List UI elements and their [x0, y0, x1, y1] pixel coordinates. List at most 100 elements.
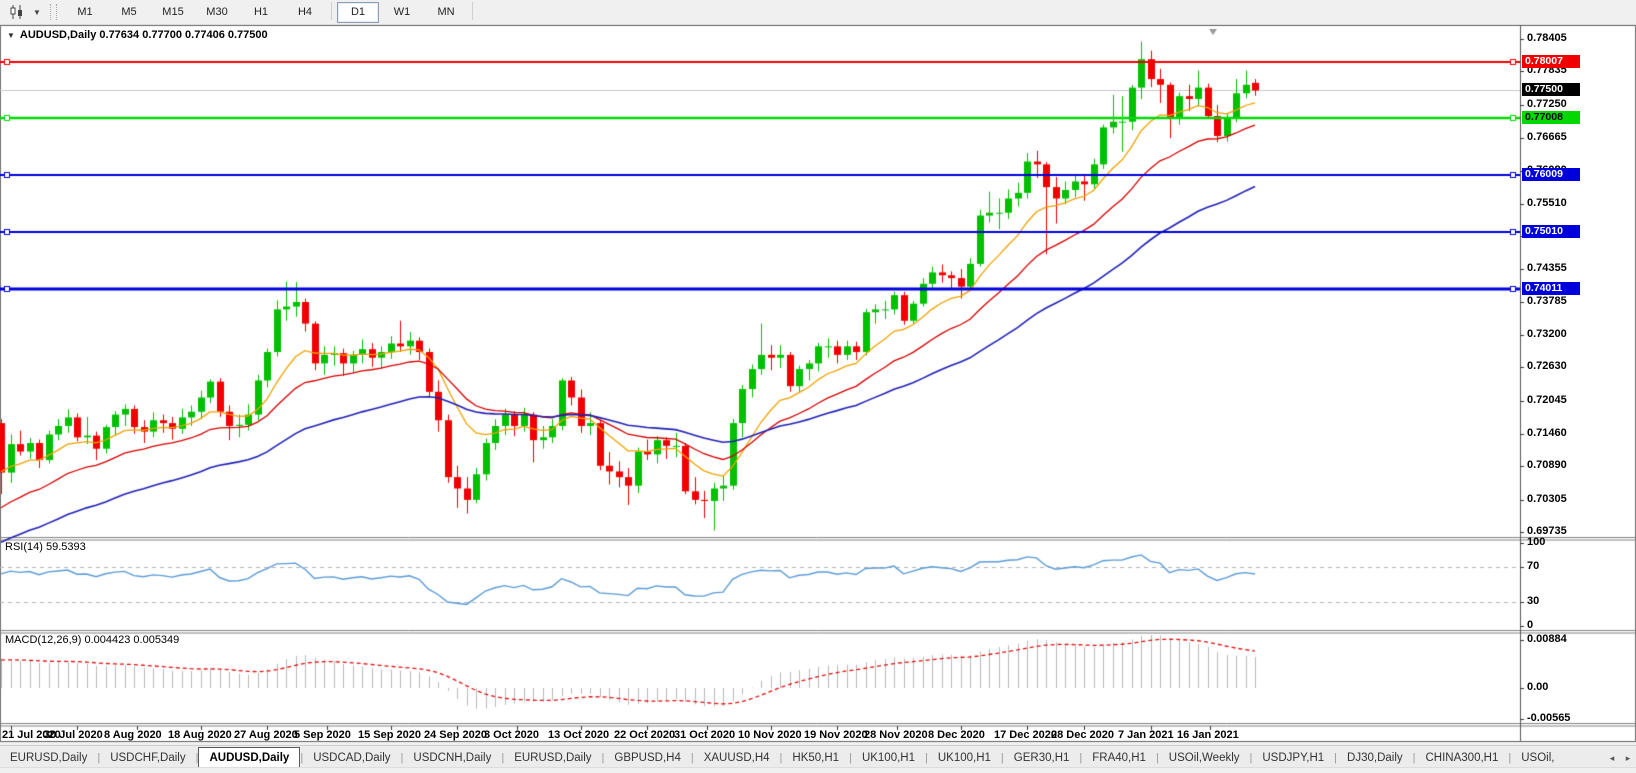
date-label: 24 Sep 2020	[424, 729, 487, 741]
symbol-tab-usdjpy-h1[interactable]: USDJPY,H1	[1262, 752, 1325, 764]
symbol-tab-usoil-[interactable]: USOil,	[1521, 752, 1555, 764]
ohlc-high: 0.77700	[142, 29, 182, 41]
tab-separator: |	[849, 752, 852, 764]
macd-tick-label: 0.00884	[1527, 633, 1567, 645]
date-label: 19 Nov 2020	[804, 729, 868, 741]
tab-scroll-controls: ◂ ▸	[1604, 748, 1636, 768]
date-label: 18 Aug 2020	[168, 729, 232, 741]
date-label: 10 Nov 2020	[738, 729, 802, 741]
date-label: 27 Aug 2020	[234, 729, 298, 741]
chart-symbol: AUDUSD,Daily	[19, 29, 97, 41]
toolbar-separator	[331, 1, 332, 20]
scroll-right-icon[interactable]: ▸	[1625, 752, 1631, 763]
timeframe-button-m5[interactable]: M5	[121, 5, 137, 18]
symbol-tabs-bar: EURUSD,Daily | USDCHF,Daily | AUDUSD,Daily | U…	[0, 745, 1636, 768]
price-tick-label: 0.71460	[1527, 427, 1567, 439]
hline-price-badge[interactable]: 0.74011	[1522, 282, 1580, 295]
tab-separator: |	[1508, 752, 1512, 764]
date-label: 5 Sep 2020	[294, 729, 351, 741]
scroll-left-icon[interactable]: ◂	[1609, 752, 1615, 763]
symbol-tab-usdcnh-daily[interactable]: USDCNH,Daily	[413, 752, 492, 764]
symbol-tab-uk100-h1[interactable]: UK100,H1	[861, 752, 915, 764]
hline-price-badge[interactable]: 0.76009	[1522, 168, 1580, 181]
timeframe-button-mn[interactable]: MN	[437, 5, 455, 18]
hline-price-badge[interactable]: 0.75010	[1522, 225, 1580, 238]
timeframe-toolbar: ▼ M1 M5 M15 M30 H1 H4 D1 W1 MN	[0, 0, 1636, 25]
timeframe-button-m1[interactable]: M1	[77, 5, 93, 18]
price-tick-label: 0.75510	[1527, 197, 1567, 209]
date-label: 21 Jul 2020	[2, 729, 61, 741]
rsi-label: RSI(14) 59.5393	[5, 541, 86, 553]
price-tick-label: 0.70890	[1527, 459, 1567, 471]
current-price-badge[interactable]: 0.77500	[1522, 83, 1580, 96]
symbol-tab-hk50-h1[interactable]: HK50,H1	[792, 752, 840, 764]
tab-separator: |	[97, 752, 101, 764]
symbol-tab-usdcad-daily[interactable]: USDCAD,Daily	[313, 752, 391, 764]
tab-separator: |	[1155, 752, 1159, 764]
tab-separator: |	[1000, 752, 1004, 764]
chart-title: ▼ AUDUSD,Daily 0.77634 0.77700 0.77406 0.…	[7, 29, 268, 41]
symbol-tab-eurusd-daily[interactable]: EURUSD,Daily	[514, 752, 592, 764]
collapse-icon[interactable]: ▼	[7, 31, 15, 40]
tab-separator: |	[400, 752, 404, 764]
candlestick-chart-icon[interactable]	[4, 2, 30, 22]
timeframe-buttons: M1 M5 M15 M30 H1 H4 D1 W1 MN	[63, 1, 477, 23]
date-label: 13 Oct 2020	[548, 729, 610, 741]
symbol-tab-ger30-h1[interactable]: GER30,H1	[1013, 752, 1070, 764]
ohlc-close: 0.77500	[227, 29, 268, 41]
symbol-tab-audusd-daily[interactable]: AUDUSD,Daily	[198, 747, 301, 768]
tab-separator: |	[925, 752, 928, 764]
price-tick-label: 0.74355	[1527, 262, 1567, 274]
timeframe-button-m15[interactable]: M15	[162, 5, 184, 18]
date-label: 17 Dec 2020	[994, 729, 1057, 741]
macd-label: MACD(12,26,9) 0.004423 0.005349	[5, 634, 180, 646]
price-tick-label: 0.76665	[1527, 131, 1567, 143]
date-label: 28 Nov 2020	[864, 729, 928, 741]
symbol-tab-fra40-h1[interactable]: FRA40,H1	[1092, 752, 1146, 764]
symbol-tab-usoil-weekly[interactable]: USOil,Weekly	[1168, 752, 1240, 764]
rsi-tick-label: 70	[1527, 560, 1540, 572]
hline-price-badge[interactable]: 0.77008	[1522, 111, 1580, 124]
tab-separator: |	[300, 752, 304, 764]
timeframe-button-w1[interactable]: W1	[393, 5, 411, 18]
tab-separator: |	[690, 752, 694, 764]
price-tick-label: 0.73785	[1527, 295, 1567, 307]
price-tick-label: 0.72045	[1527, 394, 1567, 406]
macd-tick-label: -0.00565	[1527, 712, 1571, 724]
date-label: 8 Dec 2020	[928, 729, 985, 741]
chevron-down-icon[interactable]: ▼	[33, 7, 41, 17]
ohlc-low: 0.77406	[185, 29, 225, 41]
symbol-tab-xauusd-h4[interactable]: XAUUSD,H4	[703, 752, 770, 764]
symbol-tab-china300-h1[interactable]: CHINA300,H1	[1425, 752, 1499, 764]
tab-separator: |	[1412, 752, 1416, 764]
rsi-tick-label: 100	[1527, 536, 1546, 548]
hline-price-badge[interactable]: 0.78007	[1522, 55, 1580, 68]
price-tick-label: 0.69735	[1527, 525, 1567, 537]
symbol-tab-gbpusd-h4[interactable]: GBPUSD,H4	[614, 752, 681, 764]
date-label: 8 Aug 2020	[104, 729, 162, 741]
price-tick-label: 0.70305	[1527, 493, 1567, 505]
candlestick-chart-icon	[10, 5, 22, 19]
timeframe-button-m30[interactable]: M30	[206, 5, 228, 18]
symbol-tab-usdchf-daily[interactable]: USDCHF,Daily	[110, 752, 186, 764]
symbol-tab-dj30-daily[interactable]: DJ30,Daily	[1347, 752, 1403, 764]
symbol-tab-uk100-h1[interactable]: UK100,H1	[937, 752, 991, 764]
timeframe-button-d1[interactable]: D1	[337, 1, 379, 23]
timeframe-button-h4[interactable]: H4	[297, 5, 313, 18]
tab-separator: |	[779, 752, 783, 764]
toolbar-separator	[50, 4, 57, 20]
price-tick-label: 0.78405	[1527, 32, 1567, 44]
timeframe-button-h1[interactable]: H1	[253, 5, 269, 18]
status-strip	[0, 767, 1636, 773]
rsi-tick-label: 30	[1527, 595, 1540, 607]
tab-separator: |	[1334, 752, 1338, 764]
date-label: 30 Jul 2020	[44, 729, 103, 741]
date-label: 28 Dec 2020	[1051, 729, 1114, 741]
rsi-tick-label: 0	[1527, 619, 1534, 631]
symbol-tab-eurusd-daily[interactable]: EURUSD,Daily	[10, 752, 88, 764]
macd-tick-label: 0.00	[1527, 681, 1549, 693]
date-label: 31 Oct 2020	[674, 729, 736, 741]
tab-separator: |	[501, 752, 505, 764]
